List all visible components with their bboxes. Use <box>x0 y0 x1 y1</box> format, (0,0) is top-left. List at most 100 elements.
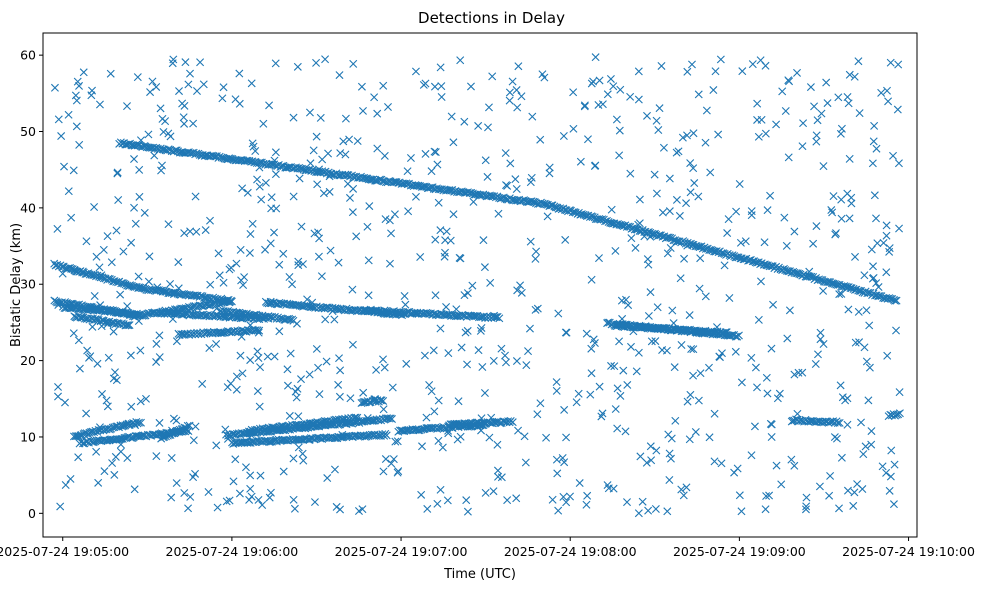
noise-point <box>695 284 704 293</box>
noise-point <box>747 451 756 460</box>
noise-point <box>88 86 97 95</box>
noise-point <box>766 191 775 200</box>
noise-point <box>225 496 234 505</box>
noise-point <box>199 80 208 89</box>
noise-point <box>246 356 255 365</box>
noise-point <box>54 392 62 401</box>
noise-point <box>536 399 545 408</box>
noise-point <box>330 315 339 324</box>
noise-point <box>169 55 178 64</box>
noise-point <box>493 466 502 475</box>
noise-point <box>167 493 176 502</box>
noise-point <box>189 473 198 482</box>
noise-point <box>595 76 604 85</box>
track-point <box>495 314 504 323</box>
noise-point <box>706 168 715 177</box>
noise-point <box>90 203 99 212</box>
y-tick-label: 0 <box>28 506 36 521</box>
noise-point <box>334 258 343 267</box>
noise-point <box>559 492 568 501</box>
noise-point <box>275 260 284 269</box>
noise-point <box>865 321 874 330</box>
noise-point <box>463 507 472 516</box>
noise-point <box>686 390 695 399</box>
noise-point <box>125 281 134 290</box>
track-point <box>360 173 369 182</box>
track-point <box>271 424 280 433</box>
noise-point <box>166 132 175 141</box>
noise-point <box>453 435 462 444</box>
track-point <box>630 225 639 234</box>
noise-point <box>113 169 122 178</box>
noise-point <box>192 227 201 236</box>
y-tick-label: 40 <box>20 200 36 215</box>
noise-point <box>621 427 630 436</box>
noise-point <box>159 431 168 440</box>
noise-point <box>135 165 144 174</box>
noise-point <box>411 192 420 201</box>
noise-point <box>737 378 746 387</box>
noise-point <box>545 163 554 172</box>
track-point <box>864 288 873 297</box>
noise-point <box>851 338 860 347</box>
noise-point <box>834 93 843 102</box>
track-point <box>280 315 289 324</box>
noise-point <box>516 281 525 290</box>
noise-point <box>783 334 792 343</box>
noise-point <box>265 493 274 502</box>
noise-point <box>131 219 140 228</box>
track-point <box>173 309 182 318</box>
noise-point <box>212 304 221 313</box>
noise-point <box>536 135 545 144</box>
noise-point <box>837 453 846 462</box>
noise-point <box>127 402 136 411</box>
noise-point <box>221 425 230 434</box>
noise-point <box>531 305 540 314</box>
noise-point <box>136 136 145 145</box>
noise-point <box>309 146 318 155</box>
noise-point <box>219 83 228 92</box>
noise-point <box>236 245 245 254</box>
noise-point <box>882 268 891 277</box>
noise-point <box>646 442 655 451</box>
noise-point <box>111 368 119 377</box>
noise-point <box>655 104 664 113</box>
noise-point <box>217 328 225 337</box>
x-tick-label: 2025-07-24 19:06:00 <box>166 544 299 559</box>
noise-point <box>611 405 620 414</box>
noise-point <box>379 81 388 90</box>
track-point <box>297 421 306 430</box>
noise-point <box>266 297 275 306</box>
noise-point <box>747 353 756 362</box>
noise-point <box>74 336 83 345</box>
track-point <box>158 145 167 154</box>
noise-point <box>241 463 250 472</box>
noise-point <box>406 154 415 163</box>
noise-point <box>773 394 782 403</box>
noise-point <box>710 457 719 466</box>
noise-point <box>455 311 464 320</box>
track-point <box>125 321 134 330</box>
noise-point <box>837 214 846 223</box>
track-point <box>91 315 100 324</box>
track-point <box>351 413 360 422</box>
noise-point <box>862 306 871 315</box>
noise-point <box>481 488 490 497</box>
noise-point <box>150 151 159 160</box>
noise-point <box>381 455 390 464</box>
noise-point <box>760 238 769 247</box>
noise-point <box>670 363 679 372</box>
noise-point <box>312 132 321 141</box>
noise-point <box>494 209 503 218</box>
noise-point <box>237 332 246 341</box>
noise-point <box>126 351 135 360</box>
noise-point <box>616 391 625 400</box>
noise-point <box>437 82 446 91</box>
noise-point <box>477 414 486 423</box>
noise-point <box>762 492 771 501</box>
noise-point <box>882 468 891 477</box>
noise-point <box>293 319 301 328</box>
noise-point <box>166 280 175 288</box>
noise-point <box>784 153 793 162</box>
noise-point <box>238 369 247 378</box>
